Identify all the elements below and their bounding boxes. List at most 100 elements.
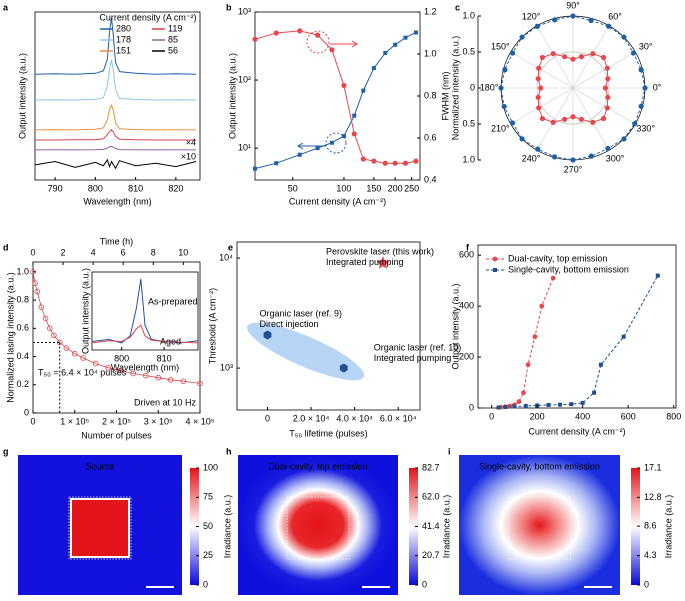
marker [536,65,542,71]
panel-title: Single-cavity, bottom emission [479,461,600,471]
annotation: ×10 [181,151,196,161]
y-tick-label: 10³ [238,6,251,16]
angle-label: 210° [491,123,510,133]
x-tick-label: 50 [288,183,298,193]
marker [393,42,398,47]
marker [382,160,388,166]
x-tick-label: 4 [91,247,96,257]
x-tick-label: 1 × 10⁵ [60,416,89,426]
y-tick-label: 1.0 [424,48,437,58]
grid-spoke [572,87,610,151]
marker [402,160,409,166]
marker [339,363,348,373]
y-tick-label: 20.7 [422,550,440,560]
x-tick-label: 0 [30,416,35,426]
marker [642,85,648,91]
grid-spoke [510,87,574,125]
marker [509,120,516,126]
y-axis-label: Threshold (A cm⁻²) [207,288,217,364]
marker [546,402,551,407]
marker [550,51,556,57]
x-tick-label: 2 × 10⁵ [102,416,131,426]
marker [42,315,49,322]
angle-label: 0° [653,82,662,92]
r-tick-label: 0 [470,82,475,92]
marker [590,119,596,125]
legend-label: Dual-cavity, top emission [508,253,607,263]
series-line [500,277,554,408]
marker [519,136,525,142]
marker [516,399,522,405]
grid-spoke [572,87,636,125]
x-axis-label: Wavelength (nm) [83,196,151,206]
inset-x-label: Wavelength (nm) [111,362,179,372]
marker [329,140,334,145]
legend-label: 85 [168,34,178,44]
angle-label: 120° [522,11,541,21]
marker [562,116,568,122]
grid-spoke [572,51,636,89]
angle-label: 90° [566,0,580,10]
marker [605,94,611,100]
y-tick-label: 50 [203,521,213,531]
marker [569,402,574,407]
y-tick-label: 0.2 [16,379,29,389]
annotation-arrow [330,40,358,48]
marker [588,17,594,24]
spectrum-line [34,158,197,170]
source-outline [286,496,350,560]
marker [180,378,187,385]
spectrum-line [34,103,197,131]
x-tick-label: 800 [666,411,681,421]
angle-label: 30° [639,41,653,51]
source-square [70,498,130,558]
marker [392,160,398,166]
marker [263,330,272,340]
y-tick-label: 100 [203,462,218,472]
angle-label: 330° [636,123,655,133]
legend-label: Single-cavity, bottom emission [508,264,629,274]
x-axis-label: T₅₀ lifetime (pulses) [289,428,367,438]
y-tick-label: 25 [203,550,213,560]
marker [552,17,558,23]
marker [606,23,612,29]
inset-y-label: Output intensity (a.u.) [80,268,90,354]
panel-letter: a [3,2,9,12]
colorbar [190,468,199,585]
panel-letter: d [3,242,9,252]
marker [532,334,538,340]
source-outline [68,496,132,560]
series-line [498,275,659,408]
marker [413,158,419,164]
colorbar [631,468,640,585]
panel-letter: i [448,446,451,456]
marker [155,374,162,381]
panel-title: Dual-cavity, top emission [268,461,367,471]
angle-label: 270° [564,164,583,174]
x-tick-label: 0 [30,247,35,257]
y-axis-label: Output intensity (a.u.) [450,283,460,369]
colorbar-label: Irradiance (a.u.) [222,495,232,559]
marker [274,161,279,166]
point-label: Perovskite laser (this work) [326,246,434,256]
marker [600,54,607,61]
marker [632,121,638,127]
panel-letter: f [466,242,470,252]
point-label: Organic laser (ref. 10) [374,342,462,352]
marker [535,94,541,100]
y-tick-label: 0 [203,579,208,589]
marker [570,114,576,120]
x-tick-label: 4 × 10⁵ [185,416,214,426]
marker [361,88,366,93]
marker [578,54,584,60]
marker [341,82,347,89]
y-tick-label: 600 [459,250,474,260]
marker [588,153,594,159]
y-tick-label: 0.4 [424,174,437,184]
marker [383,50,388,55]
marker [341,134,346,139]
marker [536,105,542,111]
y-tick-label: 75 [203,492,213,502]
marker [46,325,53,332]
